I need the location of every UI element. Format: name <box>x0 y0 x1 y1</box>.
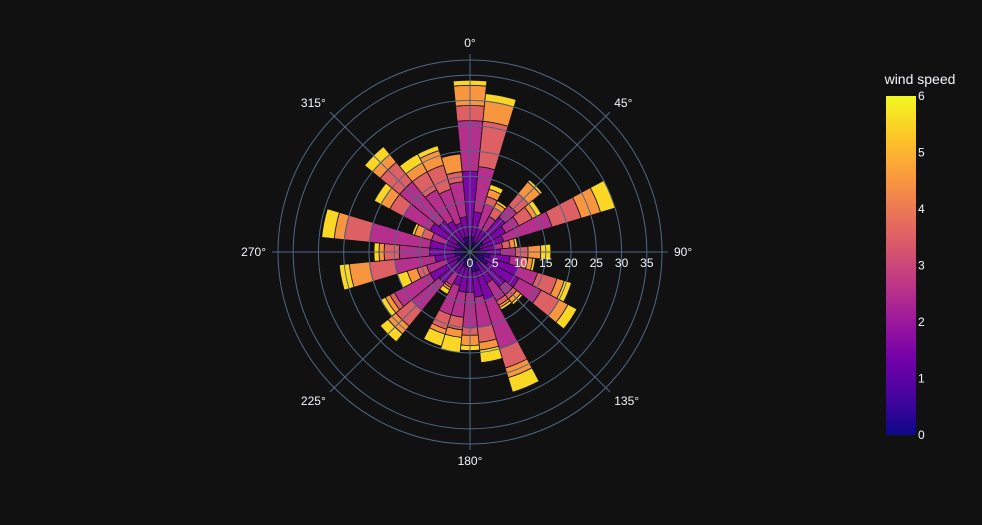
polar-grid <box>272 54 668 450</box>
angular-tick-label: 180° <box>458 454 483 468</box>
bar-segment <box>423 327 446 347</box>
angular-tick-label: 225° <box>301 394 326 408</box>
axis-labels: 0° 45° 90° 135° 180° 225° 270° 315° 0 5 10 15 20 25 30… <box>241 36 692 468</box>
radial-tick-label: 0 <box>467 256 474 270</box>
angular-tick-label: 315° <box>301 96 326 110</box>
angular-tick-label: 135° <box>614 394 639 408</box>
angular-tick-label: 270° <box>241 245 266 259</box>
angular-gridline <box>333 251 471 389</box>
bar-segment <box>488 183 504 195</box>
colorbar-ticks: 0 1 2 3 4 5 6 <box>918 89 925 442</box>
colorbar-tick-label: 3 <box>918 259 925 273</box>
angular-tick-label: 45° <box>614 96 632 110</box>
angular-gridline <box>333 115 471 253</box>
colorbar-gradient <box>886 96 916 435</box>
colorbar-tick-label: 1 <box>918 372 925 386</box>
radial-tick-label: 15 <box>539 256 553 270</box>
bar-segment <box>321 208 340 240</box>
angular-gridline <box>469 251 607 389</box>
radial-tick-label: 30 <box>615 256 629 270</box>
colorbar-tick-label: 4 <box>918 202 925 216</box>
colorbar: wind speed 0 1 2 3 4 5 6 <box>884 71 956 442</box>
bar-segment <box>555 303 578 330</box>
bar-segment <box>479 345 503 364</box>
colorbar-tick-label: 2 <box>918 315 925 329</box>
angular-tick <box>329 111 335 117</box>
bar-segment <box>440 153 463 176</box>
angular-tick <box>605 387 611 393</box>
bar-segment <box>417 145 440 159</box>
radial-tick-label: 10 <box>514 256 528 270</box>
bar-segment <box>343 214 374 243</box>
colorbar-tick-label: 5 <box>918 146 925 160</box>
radial-tick-label: 25 <box>590 256 604 270</box>
bar-segment <box>507 367 540 393</box>
radial-tick-label: 20 <box>564 256 578 270</box>
bars-layer <box>321 79 616 393</box>
bar-segment <box>477 120 509 171</box>
colorbar-title: wind speed <box>884 71 956 87</box>
angular-tick <box>605 111 611 117</box>
colorbar-tick-label: 6 <box>918 89 925 103</box>
radial-tick-label: 5 <box>492 256 499 270</box>
bar-segment <box>368 258 398 282</box>
angular-tick-label: 0° <box>464 36 476 50</box>
radial-tick-label: 35 <box>640 256 654 270</box>
angular-tick <box>329 387 335 393</box>
angular-gridline <box>469 115 607 253</box>
angular-tick-label: 90° <box>674 245 692 259</box>
colorbar-tick-label: 0 <box>918 428 925 442</box>
